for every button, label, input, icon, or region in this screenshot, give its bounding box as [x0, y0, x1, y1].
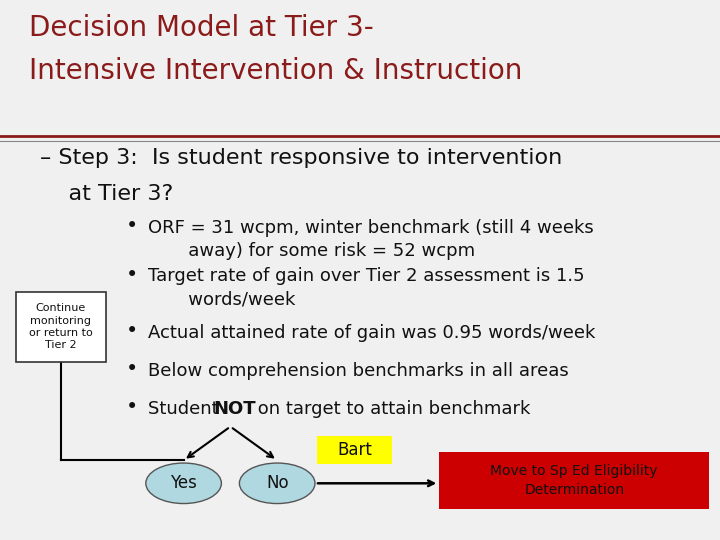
- Text: on target to attain benchmark: on target to attain benchmark: [252, 400, 531, 417]
- FancyBboxPatch shape: [317, 436, 392, 464]
- FancyBboxPatch shape: [16, 292, 106, 362]
- Text: – Step 3:  Is student responsive to intervention: – Step 3: Is student responsive to inter…: [40, 148, 562, 168]
- Text: •: •: [126, 216, 138, 236]
- Text: Decision Model at Tier 3-: Decision Model at Tier 3-: [29, 14, 374, 42]
- Ellipse shape: [145, 463, 222, 503]
- Text: Continue
monitoring
or return to
Tier 2: Continue monitoring or return to Tier 2: [29, 303, 93, 350]
- Text: No: No: [266, 474, 289, 492]
- Text: ORF = 31 wcpm, winter benchmark (still 4 weeks
       away) for some risk = 52 w: ORF = 31 wcpm, winter benchmark (still 4…: [148, 219, 593, 260]
- Text: Below comprehension benchmarks in all areas: Below comprehension benchmarks in all ar…: [148, 362, 568, 380]
- Text: •: •: [126, 321, 138, 341]
- Text: Move to Sp Ed Eligibility
Determination: Move to Sp Ed Eligibility Determination: [490, 463, 658, 497]
- Text: NOT: NOT: [214, 400, 256, 417]
- Text: Actual attained rate of gain was 0.95 words/week: Actual attained rate of gain was 0.95 wo…: [148, 324, 595, 342]
- Text: Bart: Bart: [337, 441, 372, 460]
- Text: •: •: [126, 265, 138, 285]
- Ellipse shape: [239, 463, 315, 503]
- Text: Intensive Intervention & Instruction: Intensive Intervention & Instruction: [29, 57, 522, 85]
- FancyBboxPatch shape: [439, 452, 709, 509]
- Text: Student: Student: [148, 400, 224, 417]
- Text: •: •: [126, 397, 138, 417]
- Text: Yes: Yes: [170, 474, 197, 492]
- Text: •: •: [126, 359, 138, 379]
- Text: at Tier 3?: at Tier 3?: [40, 184, 173, 204]
- Text: Target rate of gain over Tier 2 assessment is 1.5
       words/week: Target rate of gain over Tier 2 assessme…: [148, 267, 584, 309]
